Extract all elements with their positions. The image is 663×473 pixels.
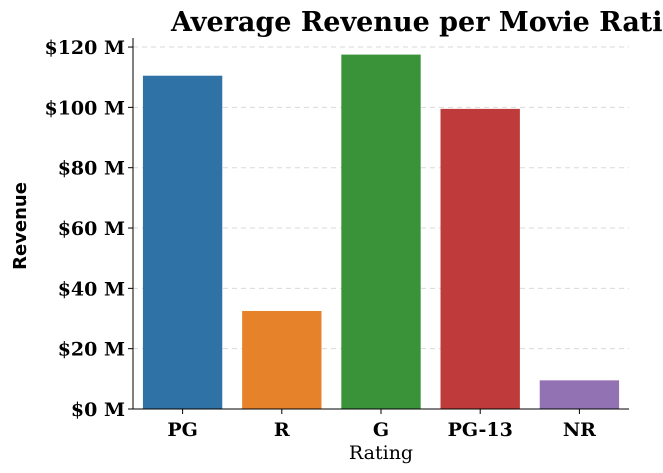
y-tick-label: $20 M [58, 339, 125, 361]
bar-nr [539, 380, 620, 409]
y-axis-label: Revenue [10, 182, 31, 270]
x-tick-label: PG [167, 419, 198, 441]
bar-pg [142, 75, 223, 410]
chart-title: Average Revenue per Movie Rating [170, 7, 663, 38]
bar-r [242, 310, 322, 409]
y-tick-label: $40 M [58, 278, 125, 300]
x-ticks: PG R G PG-13 NR [167, 409, 596, 441]
bars [142, 54, 620, 410]
x-tick-label: PG-13 [448, 419, 513, 441]
y-ticks: $0 M $20 M $40 M $60 M $80 M $100 M $120 M [44, 37, 133, 421]
bar-pg-13 [440, 108, 520, 409]
y-tick-label: $80 M [58, 158, 125, 180]
y-tick-label: $120 M [44, 37, 125, 59]
x-axis-label: Rating [349, 442, 413, 464]
y-tick-label: $0 M [71, 399, 125, 421]
x-tick-label: R [274, 419, 290, 441]
y-tick-label: $60 M [58, 218, 125, 240]
bar-g [341, 54, 421, 410]
x-tick-label: NR [563, 419, 596, 441]
x-tick-label: G [373, 419, 389, 441]
y-tick-label: $100 M [44, 97, 125, 119]
